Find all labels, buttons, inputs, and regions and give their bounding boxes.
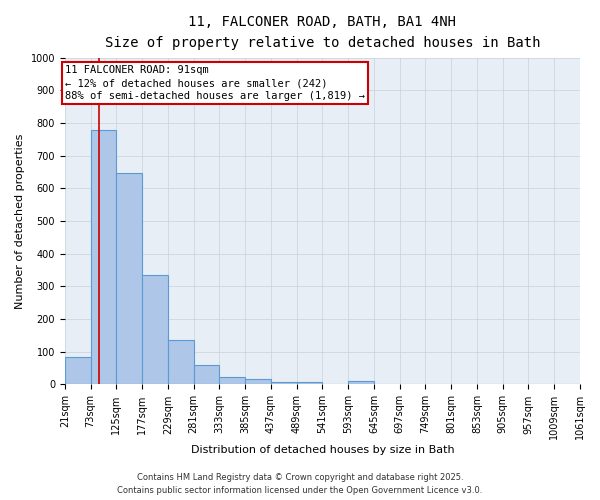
Bar <box>168 340 194 384</box>
Text: 11 FALCONER ROAD: 91sqm
← 12% of detached houses are smaller (242)
88% of semi-d: 11 FALCONER ROAD: 91sqm ← 12% of detache… <box>65 65 365 102</box>
Bar <box>348 381 374 384</box>
X-axis label: Distribution of detached houses by size in Bath: Distribution of detached houses by size … <box>191 445 454 455</box>
Bar <box>194 365 220 384</box>
Bar <box>65 356 91 384</box>
Bar <box>271 382 296 384</box>
Bar <box>116 172 142 384</box>
Title: 11, FALCONER ROAD, BATH, BA1 4NH
Size of property relative to detached houses in: 11, FALCONER ROAD, BATH, BA1 4NH Size of… <box>104 15 540 50</box>
Y-axis label: Number of detached properties: Number of detached properties <box>15 134 25 309</box>
Bar <box>245 378 271 384</box>
Bar <box>91 130 116 384</box>
Bar <box>142 275 168 384</box>
Bar <box>296 382 322 384</box>
Text: Contains HM Land Registry data © Crown copyright and database right 2025.
Contai: Contains HM Land Registry data © Crown c… <box>118 474 482 495</box>
Bar <box>220 378 245 384</box>
